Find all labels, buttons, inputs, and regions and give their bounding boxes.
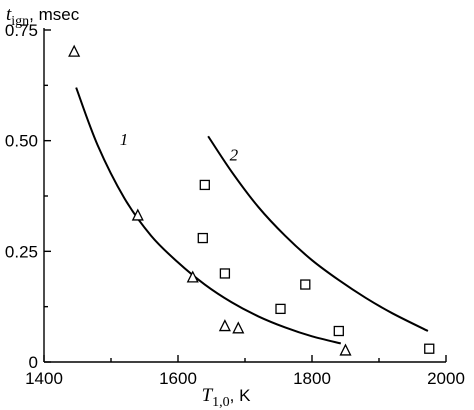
x-tick-label: 1800 [293, 369, 331, 388]
x-axis-label-unit: , K [230, 386, 251, 405]
curve-2-label: 2 [230, 146, 239, 165]
x-axis-label-subscript: 1,0 [212, 395, 230, 410]
triangle-point [131, 208, 144, 221]
square-point [197, 232, 208, 244]
x-axis-label-symbol: T [202, 385, 214, 406]
y-tick-label: 0.75 [5, 21, 38, 40]
square-point [333, 325, 344, 337]
y-axis-label: tign, msec [6, 4, 80, 29]
square-point [275, 303, 286, 315]
x-tick-label: 1400 [25, 369, 63, 388]
square-point [199, 179, 210, 191]
triangle-point [232, 321, 245, 334]
x-tick-label: 2000 [427, 369, 465, 388]
x-tick-label: 1600 [159, 369, 197, 388]
y-axis-label-subscript: ign [11, 14, 29, 29]
square-point [424, 343, 435, 354]
y-tick-label: 0.25 [5, 242, 38, 261]
y-axis-label-unit: , msec [29, 5, 80, 24]
curve-1-label: 1 [120, 130, 128, 149]
y-axis-label-symbol: t [6, 4, 12, 25]
y-tick-label: 0 [29, 353, 38, 372]
square-point [300, 279, 311, 290]
curve-2 [207, 135, 429, 332]
triangle-point [68, 44, 81, 57]
x-axis-label: T1,0, K [202, 385, 252, 410]
y-tick-label: 0.50 [5, 132, 38, 151]
curve-1 [75, 87, 342, 345]
triangle-point [339, 343, 352, 356]
plot-area: 1400 1600 1800 2000 0 0.25 0.50 0.75 1 2 [5, 21, 465, 388]
square-point [219, 268, 231, 279]
triangle-point [186, 270, 199, 283]
triangle-point [218, 319, 231, 332]
